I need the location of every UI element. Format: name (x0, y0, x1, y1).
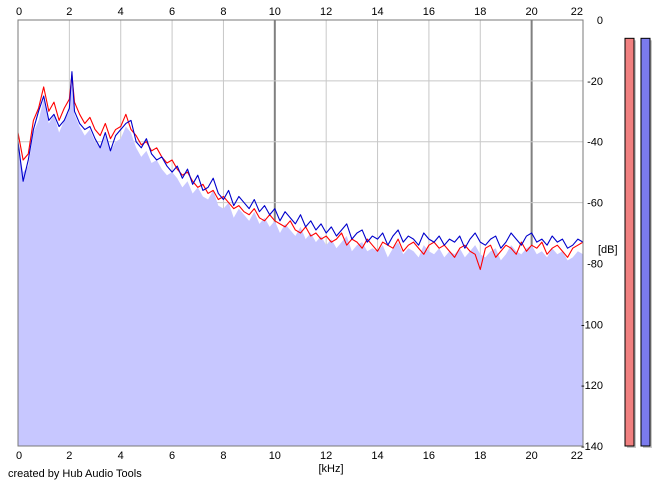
x-axis-label: [kHz] (318, 463, 343, 475)
y-tick-0: 0 (597, 15, 603, 27)
y-tick--60: -60 (587, 198, 603, 210)
series-lines (17, 71, 584, 271)
plot-frame (17, 19, 584, 447)
credit-text: created by Hub Audio Tools (8, 468, 142, 480)
y-axis-label: [dB] (598, 244, 618, 256)
x-tick-bottom-6: 6 (169, 450, 175, 462)
x-tick-labels-bottom: 0 2 4 6 8 10 12 14 16 18 20 22 (16, 450, 583, 462)
x-tick-bottom-22: 22 (571, 450, 583, 462)
x-tick-top-0: 0 (16, 6, 22, 18)
y-tick--20: -20 (587, 76, 603, 88)
x-tick-bottom-16: 16 (423, 450, 435, 462)
x-tick-top-16: 16 (423, 6, 435, 18)
level-meters (624, 37, 652, 448)
y-tick--140: -140 (581, 441, 603, 453)
y-tick--40: -40 (587, 137, 603, 149)
x-tick-top-20: 20 (526, 6, 538, 18)
x-tick-bottom-0: 0 (16, 450, 22, 462)
series-line-1 (17, 74, 584, 271)
x-tick-bottom-8: 8 (220, 450, 226, 462)
x-tick-bottom-12: 12 (320, 450, 332, 462)
x-tick-bottom-18: 18 (474, 450, 486, 462)
x-tick-top-8: 8 (220, 6, 226, 18)
x-tick-top-22: 22 (571, 6, 583, 18)
x-tick-bottom-14: 14 (371, 450, 383, 462)
x-tick-bottom-2: 2 (66, 450, 72, 462)
x-tick-top-18: 18 (474, 6, 486, 18)
x-tick-bottom-20: 20 (526, 450, 538, 462)
x-tick-labels-top: 0 2 4 6 8 10 12 14 16 18 20 22 (16, 6, 583, 18)
x-tick-top-14: 14 (371, 6, 383, 18)
x-tick-top-10: 10 (269, 6, 281, 18)
y-tick--100: -100 (581, 319, 603, 331)
series-line-2 (17, 71, 584, 249)
x-tick-bottom-10: 10 (269, 450, 281, 462)
x-tick-top-12: 12 (320, 6, 332, 18)
x-tick-top-2: 2 (66, 6, 72, 18)
x-tick-bottom-4: 4 (118, 450, 124, 462)
y-tick--80: -80 (587, 258, 603, 270)
x-tick-top-6: 6 (169, 6, 175, 18)
level-meter-1 (624, 37, 635, 447)
y-tick--120: -120 (581, 380, 603, 392)
x-tick-top-4: 4 (118, 6, 124, 18)
level-meter-2 (640, 37, 651, 447)
spectrum-area-fill (18, 83, 583, 447)
y-tick-labels: 0 -20 -40 -60 -80 -100 -120 -140 (581, 15, 603, 453)
